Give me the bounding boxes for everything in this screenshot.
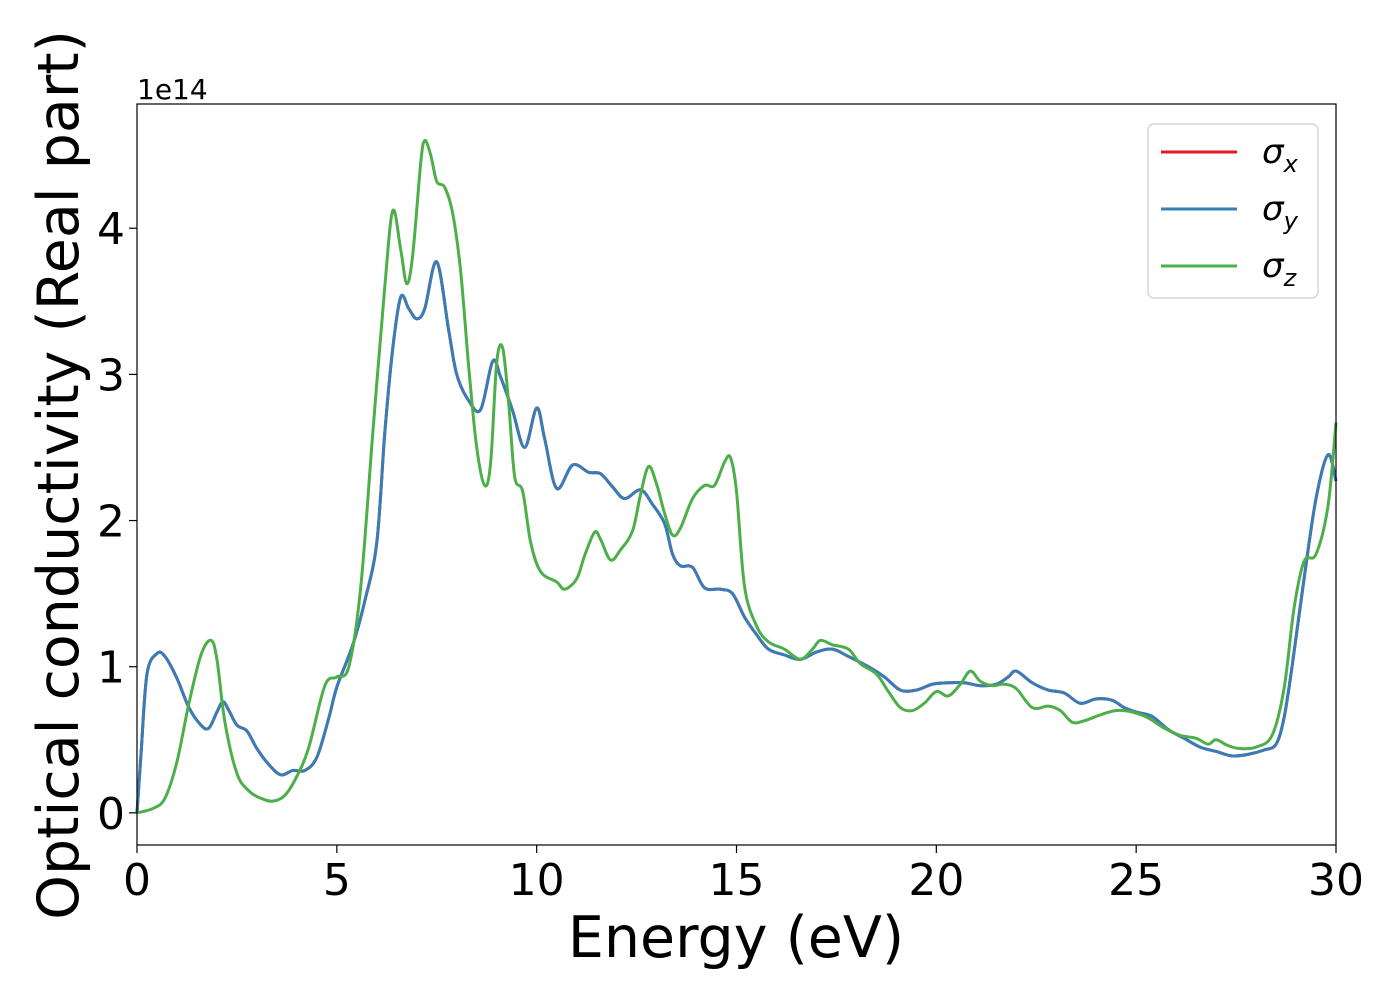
y-tick-label: 1 [97,643,125,694]
y-tick-label: 4 [97,204,125,255]
series-line-sigma-z [136,139,1338,815]
series-line-sigma-y [135,260,1338,813]
x-tick-label: 0 [123,855,151,906]
y-tick-label: 2 [97,497,125,548]
series-layer [135,139,1338,815]
x-tick-label: 20 [908,855,964,906]
x-tick-label: 15 [709,855,765,906]
y-axis-ticks: 0 1 2 3 4 [97,204,137,840]
y-tick-label: 3 [97,350,125,401]
x-axis-label: Energy (eV) [568,905,904,971]
plot-area [137,104,1336,845]
x-tick-label: 5 [323,855,351,906]
y-tick-label: 0 [97,789,125,840]
x-axis-ticks: 0 5 10 15 20 25 30 [123,845,1364,906]
x-tick-label: 25 [1108,855,1164,906]
y-axis-label: Optical conductivity (Real part) [26,30,92,920]
legend-box [1147,123,1319,299]
y-offset-label: 1e14 [137,73,208,106]
x-tick-label: 10 [509,855,565,906]
x-tick-label: 30 [1308,855,1364,906]
